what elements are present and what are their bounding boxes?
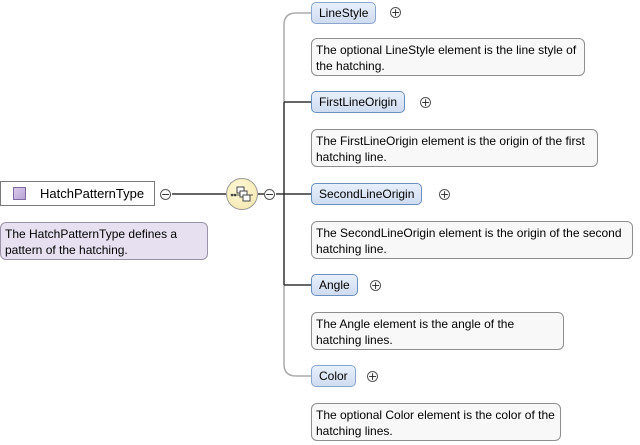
secondLineOrigin-note: The SecondLineOrigin element is the orig… bbox=[311, 221, 633, 259]
sequence-compositor-icon bbox=[230, 186, 253, 202]
optional-branch-top bbox=[283, 12, 297, 102]
compositor-collapse-toggle[interactable]: − bbox=[264, 188, 275, 201]
secondLineOrigin-note-text: The SecondLineOrigin element is the orig… bbox=[316, 226, 622, 256]
element-color[interactable]: Color bbox=[311, 365, 356, 387]
firstLineOrigin-note-text: The FirstLineOrigin element is the origi… bbox=[316, 134, 585, 164]
root-note-text: The HatchPatternType defines a pattern o… bbox=[5, 227, 178, 257]
angle-expand-toggle[interactable]: + bbox=[370, 279, 381, 292]
angle-note: The Angle element is the angle of the ha… bbox=[311, 312, 564, 350]
optional-branch-bottom bbox=[283, 285, 297, 377]
firstLineOrigin-expand-toggle[interactable]: + bbox=[420, 96, 431, 109]
root-note: The HatchPatternType defines a pattern o… bbox=[0, 222, 208, 260]
color-expand-toggle[interactable]: + bbox=[367, 370, 378, 383]
complex-type-icon bbox=[13, 187, 26, 200]
root-collapse-toggle[interactable]: − bbox=[160, 188, 171, 201]
element-lineStyle[interactable]: LineStyle bbox=[311, 2, 377, 24]
color-note-text: The optional Color element is the color … bbox=[316, 408, 555, 438]
element-firstLineOrigin[interactable]: FirstLineOrigin bbox=[311, 91, 406, 113]
secondLineOrigin-expand-toggle[interactable]: + bbox=[439, 188, 450, 201]
root-type-label: HatchPatternType bbox=[40, 186, 145, 201]
color-note: The optional Color element is the color … bbox=[311, 403, 561, 441]
element-secondLineOrigin[interactable]: SecondLineOrigin bbox=[311, 183, 423, 205]
lineStyle-expand-toggle[interactable]: + bbox=[390, 6, 401, 19]
element-angle[interactable]: Angle bbox=[311, 274, 358, 296]
root-type-box[interactable]: HatchPatternType bbox=[0, 181, 155, 206]
lineStyle-note-text: The optional LineStyle element is the li… bbox=[316, 43, 577, 73]
sequence-compositor[interactable] bbox=[226, 178, 258, 210]
lineStyle-note: The optional LineStyle element is the li… bbox=[311, 38, 585, 76]
firstLineOrigin-note: The FirstLineOrigin element is the origi… bbox=[311, 129, 598, 167]
angle-note-text: The Angle element is the angle of the ha… bbox=[316, 317, 515, 347]
